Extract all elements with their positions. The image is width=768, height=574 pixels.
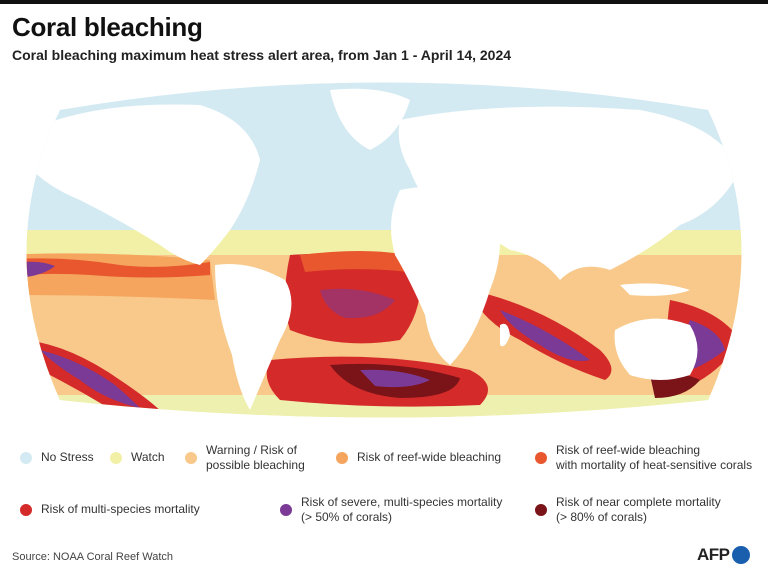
world-map — [26, 82, 742, 418]
legend-swatch-icon — [110, 451, 122, 464]
legend-label: Watch — [131, 450, 165, 464]
afp-logo-icon — [731, 546, 750, 564]
legend-label: Risk of severe, multi-species mortality(… — [301, 495, 503, 524]
legend-item-reef-wide: Risk of reef-wide bleaching — [336, 450, 501, 465]
afp-logo-text: AFP — [697, 545, 730, 564]
legend-swatch-icon — [20, 451, 32, 464]
legend-item-near-complete: Risk of near complete mortality (> 80% of… — [535, 495, 721, 525]
landmass — [26, 88, 742, 410]
legend-swatch-icon — [336, 451, 348, 464]
pacific-purple-spot — [26, 261, 55, 278]
legend-swatch-icon — [535, 452, 547, 464]
legend-item-no-stress: No Stress — [20, 450, 94, 465]
indian-ocean-purple — [500, 310, 590, 361]
legend-label: Warning / Risk of possible bleaching — [206, 443, 305, 472]
page-title: Coral bleaching — [12, 12, 203, 42]
south-pacific-purple — [40, 350, 140, 408]
legend-label: Risk of near complete mortality (> 80% of… — [556, 495, 721, 524]
legend-label: Risk of reef-wide bleaching with mortalit… — [556, 443, 753, 472]
legend-swatch-icon — [280, 504, 292, 516]
legend-item-multi-species: Risk of multi-species mortality — [20, 502, 200, 517]
page-subtitle: Coral bleaching maximum heat stress aler… — [12, 47, 512, 63]
legend-item-warning: Warning / Risk of possible bleaching — [185, 443, 305, 473]
south-ocean-purple — [360, 369, 430, 388]
source-note: Source: NOAA Coral Reef Watch — [12, 551, 173, 563]
legend-item-reef-wide-mortality: Risk of reef-wide bleaching with mortalit… — [535, 443, 752, 473]
top-rule — [0, 0, 768, 4]
legend-item-watch: Watch — [110, 450, 165, 465]
legend-label: Risk of reef-wide bleaching — [357, 450, 502, 464]
legend-swatch-icon — [20, 503, 32, 516]
afp-logo: AFP — [697, 545, 750, 565]
legend-label: Risk of multi-species mortality — [41, 502, 200, 516]
legend-item-severe: Risk of severe, multi-species mortality(… — [280, 495, 502, 525]
legend-swatch-icon — [185, 452, 197, 464]
legend-label: No Stress — [41, 450, 94, 464]
atlantic-purple — [320, 288, 395, 319]
legend-swatch-icon — [535, 504, 547, 516]
pacific-red-band — [26, 258, 210, 278]
